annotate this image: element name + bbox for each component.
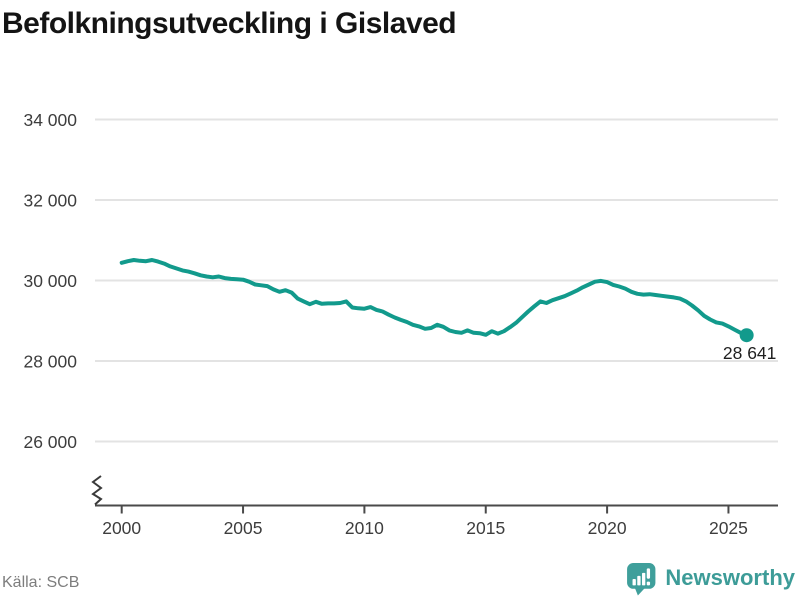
y-axis-tick-label: 34 000 — [23, 110, 77, 130]
chart-footer: Källa: SCB Newsworthy — [2, 556, 795, 596]
newsworthy-logo[interactable]: Newsworthy — [626, 562, 795, 596]
last-point-marker — [739, 328, 754, 343]
y-axis-break-icon — [91, 475, 103, 506]
newsworthy-wordmark: Newsworthy — [665, 564, 795, 590]
y-axis-tick-label: 28 000 — [23, 352, 77, 372]
x-axis-tick-label: 2000 — [102, 518, 141, 538]
x-axis-tick-label: 2015 — [466, 518, 505, 538]
newsworthy-bubble-chart-icon — [627, 563, 656, 596]
population-line-series — [119, 258, 749, 338]
source-note: Källa: SCB — [2, 574, 80, 591]
chart-title: Befolkningsutveckling i Gislaved — [2, 7, 457, 40]
x-axis-tick-label: 2025 — [709, 518, 748, 538]
y-axis-tick-label: 32 000 — [23, 191, 77, 211]
x-axis-tick-label: 2005 — [224, 518, 263, 538]
y-axis-tick-label: 30 000 — [23, 271, 77, 291]
x-axis-tick-label: 2020 — [588, 518, 627, 538]
x-axis-tick-label: 2010 — [345, 518, 384, 538]
last-point-value-label: 28 641 — [723, 343, 777, 363]
y-axis-tick-label: 26 000 — [23, 432, 77, 452]
